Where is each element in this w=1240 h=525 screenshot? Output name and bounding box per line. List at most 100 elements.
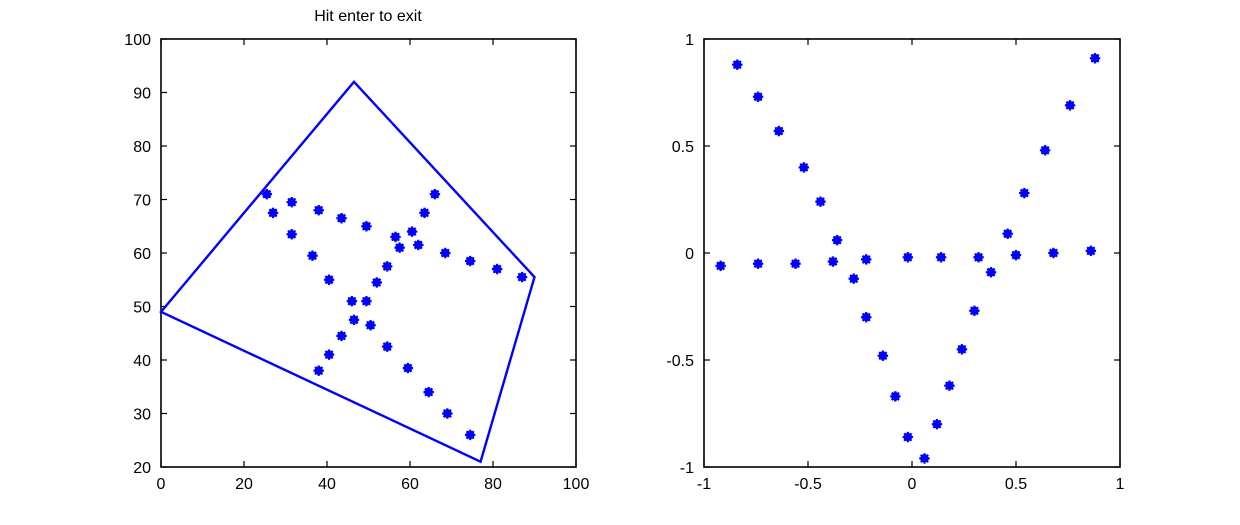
right-data-point-stroke: [932, 419, 942, 429]
left-data-point-stroke: [361, 221, 371, 231]
left-data-point: [307, 250, 318, 261]
left-data-point: [365, 320, 376, 331]
left-data-point-stroke: [395, 243, 405, 253]
right-data-point-stroke: [903, 432, 913, 442]
left-data-point: [440, 247, 451, 259]
right-x-tick-label: 1: [1116, 476, 1125, 493]
right-data-point-stroke: [791, 259, 800, 269]
right-data-point-stroke: [974, 252, 984, 262]
left-data-point: [402, 362, 414, 374]
left-data-point-stroke: [372, 277, 382, 287]
left-data-point-stroke: [314, 366, 324, 376]
left-data-point-stroke: [430, 189, 440, 199]
left-data-point: [394, 242, 405, 253]
left-data-point-stroke: [517, 272, 527, 282]
right-data-point-stroke: [1086, 246, 1096, 256]
right-data-point: [985, 267, 997, 278]
right-data-point-stroke: [936, 252, 946, 262]
left-data-point-stroke: [382, 342, 392, 352]
left-data-point-stroke: [324, 275, 334, 285]
right-data-point: [877, 350, 889, 361]
left-data-point-stroke: [287, 197, 297, 207]
right-data-point: [1089, 53, 1101, 64]
left-data-point-stroke: [391, 232, 400, 242]
right-data-point-stroke: [1048, 248, 1058, 258]
right-data-point: [798, 162, 810, 173]
right-data-point: [1019, 187, 1030, 199]
right-data-point: [861, 312, 872, 323]
left-data-point: [464, 255, 476, 267]
left-data-point-stroke: [382, 261, 392, 271]
right-data-point: [827, 256, 839, 267]
left-data-point: [348, 314, 360, 326]
left-data-point: [381, 261, 393, 272]
right-data-point: [831, 234, 843, 246]
left-data-point-stroke: [403, 363, 413, 373]
left-y-tick-label: 50: [133, 300, 151, 317]
right-data-point-stroke: [1065, 100, 1075, 110]
left-data-point: [413, 239, 424, 251]
right-data-point: [902, 431, 914, 443]
right-data-point-stroke: [944, 381, 954, 391]
right-data-point-stroke: [832, 235, 842, 245]
right-data-point: [715, 260, 726, 272]
left-data-point: [323, 274, 335, 285]
right-data-point: [1085, 245, 1097, 257]
left-data-point-stroke: [413, 240, 423, 250]
right-data-point: [773, 125, 785, 137]
right-y-tick-label: 1: [685, 32, 694, 49]
left-data-point-stroke: [366, 320, 376, 330]
right-data-point: [890, 391, 901, 402]
left-data-point: [516, 271, 528, 283]
left-scatter-plot: 0 20 40 60 80 100 20 30 40 50 60 70 80 90 100: [124, 32, 589, 493]
right-data-point-stroke: [774, 126, 784, 136]
right-data-point: [956, 344, 968, 355]
left-data-point: [371, 277, 382, 288]
right-data-point-stroke: [849, 274, 859, 284]
right-data-point-stroke: [957, 344, 967, 354]
left-data-point-stroke: [407, 227, 417, 237]
left-data-point-stroke: [492, 264, 502, 274]
left-x-tick-label: 20: [235, 476, 253, 493]
right-data-point: [848, 273, 859, 284]
left-data-point: [313, 205, 324, 216]
right-data-point-stroke: [1003, 229, 1013, 239]
right-data-point: [973, 252, 984, 263]
left-y-tick-label: 60: [133, 246, 151, 263]
left-data-point: [419, 207, 430, 219]
right-y-tick-label: -1: [680, 460, 694, 477]
right-data-point: [931, 419, 943, 430]
left-data-point: [323, 349, 335, 360]
right-data-point-stroke: [816, 197, 825, 207]
right-data-point-stroke: [828, 257, 838, 267]
right-data-point: [1002, 228, 1013, 239]
left-y-tick-label: 40: [133, 353, 151, 370]
left-data-point: [442, 408, 453, 419]
left-data-point: [286, 196, 297, 208]
right-x-tick-label: 0: [908, 476, 917, 493]
right-data-point-stroke: [986, 267, 996, 277]
left-data-point: [286, 229, 297, 240]
left-data-point: [336, 213, 347, 224]
right-data-point: [1064, 100, 1076, 111]
left-y-tick-label: 90: [133, 86, 151, 103]
left-data-point-stroke: [287, 229, 297, 239]
right-data-point-stroke: [716, 261, 726, 271]
left-data-point-stroke: [347, 296, 357, 306]
right-data-point: [935, 252, 947, 263]
right-data-point-stroke: [861, 312, 871, 322]
left-data-point-stroke: [440, 248, 450, 258]
right-data-point: [815, 196, 826, 207]
right-scatter-plot: -1 -0.5 0 0.5 1 -1 -0.5 0 0.5 1: [666, 32, 1124, 493]
left-y-tick-label: 30: [133, 407, 151, 424]
right-data-point-stroke: [903, 252, 913, 262]
left-data-point: [346, 295, 358, 307]
right-data-point: [1039, 145, 1051, 156]
left-data-point: [491, 263, 503, 275]
left-data-point-stroke: [420, 208, 429, 218]
left-data-point-stroke: [361, 296, 371, 306]
left-y-tick-label: 100: [124, 32, 151, 49]
right-data-point-stroke: [753, 259, 763, 269]
right-x-tick-label: 0.5: [1005, 476, 1027, 493]
